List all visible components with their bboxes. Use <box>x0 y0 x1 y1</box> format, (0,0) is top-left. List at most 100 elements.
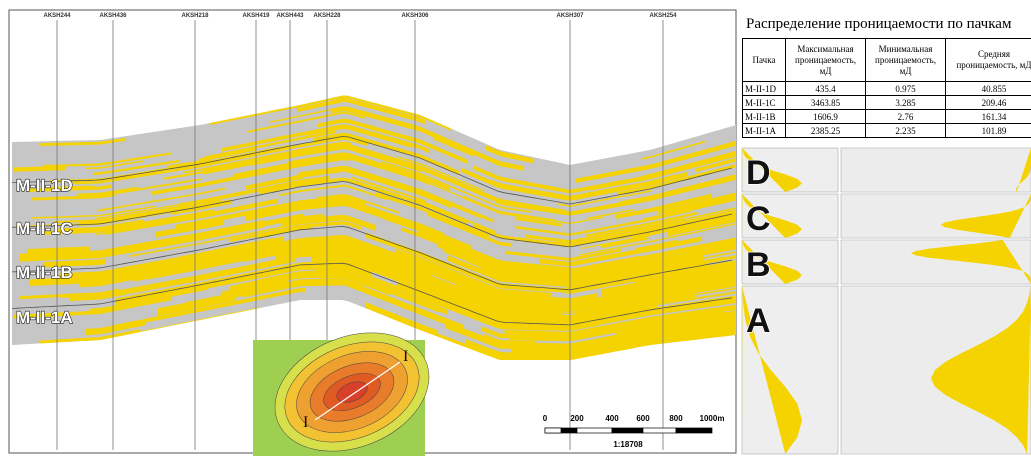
sand-streak <box>54 204 185 224</box>
table-cell: 3.285 <box>865 95 946 110</box>
well-label: AKSH443 <box>276 13 304 19</box>
sand-streak <box>279 184 387 201</box>
scale-segment <box>576 427 613 434</box>
sand-streak <box>674 312 736 324</box>
sand-streak <box>252 147 421 172</box>
sand-streak <box>269 106 414 127</box>
sand-streak <box>15 218 124 228</box>
table-cell: M-II-1A <box>742 123 786 138</box>
sand-streak <box>415 198 496 234</box>
table-row: M-II-1B 1606.9 2.76 161.34 <box>742 109 1031 124</box>
hist-fill <box>941 194 1031 238</box>
sand-streak <box>58 219 144 232</box>
well-label: AKSH218 <box>181 13 209 19</box>
sand-streak <box>39 137 126 146</box>
table-cell: M-II-1D <box>742 81 786 96</box>
sand-streak <box>528 342 580 348</box>
sand-streak <box>297 97 425 125</box>
table-cell: 3463.85 <box>785 95 866 110</box>
zone-label: M-II-1C <box>16 219 73 238</box>
header-cell: Максимальная проницаемость, мД <box>785 38 866 82</box>
scale-label: 400 <box>605 414 619 423</box>
sand-streak <box>28 246 90 256</box>
sand-streak <box>369 253 409 270</box>
sand-streak <box>587 209 633 220</box>
header-row: Пачка Максимальная проницаемость, мД Миним… <box>742 38 1031 82</box>
sand-streak <box>418 227 571 273</box>
sand-streak <box>601 265 736 297</box>
sand-streak <box>602 236 647 249</box>
scale-label: 800 <box>669 414 683 423</box>
table-cell: M-II-1C <box>742 95 786 110</box>
scale-segment <box>675 427 713 434</box>
sand-streak <box>282 214 375 231</box>
sand-streak <box>200 234 425 270</box>
sand-streak <box>113 287 305 329</box>
sand-streak <box>229 221 362 243</box>
sand-streak <box>59 236 283 279</box>
sand-streak <box>325 143 565 214</box>
sand-streak <box>284 95 353 110</box>
scale-label: 600 <box>636 414 650 423</box>
sand-streak <box>222 124 429 153</box>
table-cell: 40.855 <box>945 81 1031 96</box>
well-label: AKSH228 <box>313 13 341 19</box>
table-row: M-II-1D 435.4 0.975 40.855 <box>742 81 1031 96</box>
sand-streak <box>98 187 226 212</box>
sand-streak <box>585 211 698 238</box>
sand-streak <box>80 199 221 226</box>
sand-streak <box>184 141 351 174</box>
sand-streak <box>657 192 736 215</box>
sand-streak <box>32 192 116 201</box>
sand-streak <box>428 212 512 247</box>
sand-streak <box>78 186 137 197</box>
table-cell: 161.34 <box>945 109 1031 124</box>
layer-boundary <box>11 181 733 248</box>
pack-letter: C <box>746 200 771 238</box>
table-cell: 101.89 <box>945 123 1031 138</box>
sand-streak <box>167 158 211 169</box>
map-inset: II <box>253 332 430 456</box>
scale-label: 1000m <box>700 414 725 423</box>
pack-letter: B <box>746 246 771 284</box>
table-cell: 1606.9 <box>785 109 866 124</box>
sand-streak <box>655 141 736 168</box>
sand-streak <box>179 175 329 208</box>
table-cell: 2.235 <box>865 123 946 138</box>
sand-streak <box>443 335 614 359</box>
small-hist-fill <box>742 286 802 454</box>
sand-streak <box>96 226 136 235</box>
sand-streak <box>156 219 223 238</box>
sand-streak <box>238 270 440 313</box>
sand-streak <box>493 254 704 286</box>
table-cell: 435.4 <box>785 81 866 96</box>
sand-streak <box>70 258 295 301</box>
well-label: AKSH419 <box>242 13 270 19</box>
sand-streak <box>276 247 500 314</box>
sand-streak <box>579 223 736 256</box>
sand-streak <box>90 287 208 311</box>
sand-streak <box>114 209 214 230</box>
sand-streak <box>106 198 277 235</box>
zone-label: M-II-1B <box>16 263 73 282</box>
map-profile <box>314 361 401 421</box>
well-label: AKSH436 <box>99 13 127 19</box>
sand-streak <box>558 190 651 207</box>
sand-streak <box>442 263 571 293</box>
table-title: Распределение проницаемости по пачкам <box>746 16 1012 32</box>
header-cell: Пачка <box>742 38 786 82</box>
sand-streak <box>93 159 179 175</box>
sand-streak <box>244 240 432 281</box>
scale-label: 0 <box>543 414 548 423</box>
hist-fill <box>911 240 1031 284</box>
sand-streak <box>575 140 736 184</box>
sand-streak <box>95 191 244 219</box>
sand-streak <box>260 269 348 287</box>
sand-streak <box>95 178 202 197</box>
well-label: AKSH307 <box>556 13 584 19</box>
sand-streak <box>228 157 349 182</box>
permeability-table: Пачка Максимальная проницаемость, мД Миним… <box>742 38 1031 138</box>
sand-streak <box>43 152 172 168</box>
sand-streak <box>352 176 426 203</box>
